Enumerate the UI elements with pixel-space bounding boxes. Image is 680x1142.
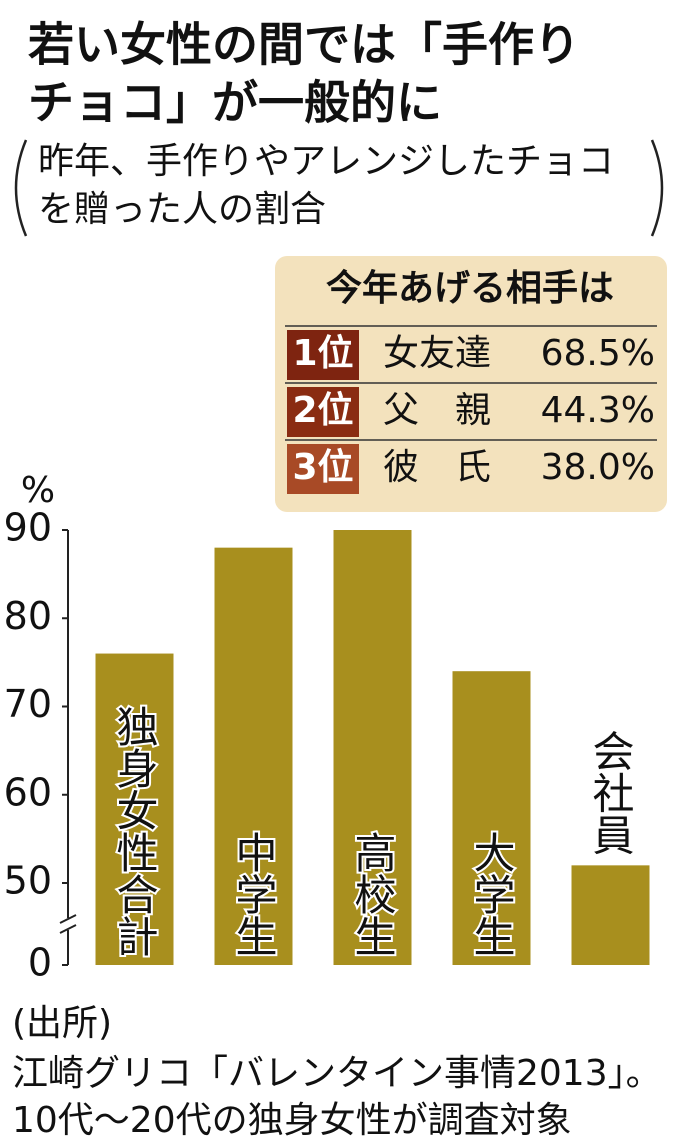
bar — [333, 530, 412, 965]
source-line: 10代～20代の独身女性が調査対象 — [12, 1100, 572, 1141]
ranking-rows: 1位 女友達 68.5% 2位父 親 44.3% 3位彼 氏 38.0% — [285, 325, 657, 494]
paren — [14, 139, 28, 237]
bar — [95, 653, 174, 965]
share: 68.5% — [541, 333, 655, 374]
rank-cell — [287, 444, 359, 494]
ranking-title: 今年あげる相手は — [326, 268, 614, 309]
rank: 1位 — [292, 333, 353, 374]
rank: 2位 — [292, 390, 353, 431]
category-label: 中学生 — [229, 831, 278, 957]
axis-break — [59, 924, 77, 934]
share: 44.3% — [541, 390, 655, 431]
subtitle-line: を贈った人の割合 — [38, 189, 326, 230]
ranking-box — [275, 256, 667, 512]
rank-cell — [287, 330, 359, 380]
category-label: 高校生 — [348, 831, 397, 957]
chart: % 0 50 60 70 80 90 独身女性合計中学生 高校生 大学生 会社員 — [4, 470, 650, 985]
bar — [214, 547, 293, 965]
category-label: 独身女性合計 — [110, 705, 159, 957]
name: 父 親 — [383, 390, 491, 431]
axis-break — [59, 914, 77, 924]
source-line: (出所) — [12, 1003, 112, 1044]
y-tick-label: 60 — [4, 770, 52, 814]
rank: 3位 — [292, 447, 353, 488]
name: 女友達 — [383, 333, 491, 374]
bar — [452, 671, 531, 965]
title-line: 若い女性の間では「手作り — [28, 18, 580, 72]
bar — [571, 865, 650, 965]
name: 彼 氏 — [383, 447, 491, 488]
subtitle-line: 昨年、手作りやアレンジしたチョコ — [38, 141, 614, 182]
rank-cell — [287, 387, 359, 437]
y-tick-label: 80 — [4, 594, 52, 638]
y-tick-label: 90 — [4, 506, 52, 550]
y-tick-label: 50 — [4, 859, 52, 903]
share: 38.0% — [541, 447, 655, 488]
category-label: 会社員 — [586, 729, 635, 855]
y-tick-label: 0 — [28, 941, 52, 985]
paren — [650, 139, 664, 237]
title-line: チョコ」が一般的に — [28, 76, 442, 130]
y-tick-label: 70 — [4, 682, 52, 726]
category-label: 大学生 — [467, 831, 516, 957]
y-unit: % — [21, 470, 55, 511]
source-line: 江崎グリコ「バレンタイン事情2013」。 — [12, 1053, 662, 1094]
